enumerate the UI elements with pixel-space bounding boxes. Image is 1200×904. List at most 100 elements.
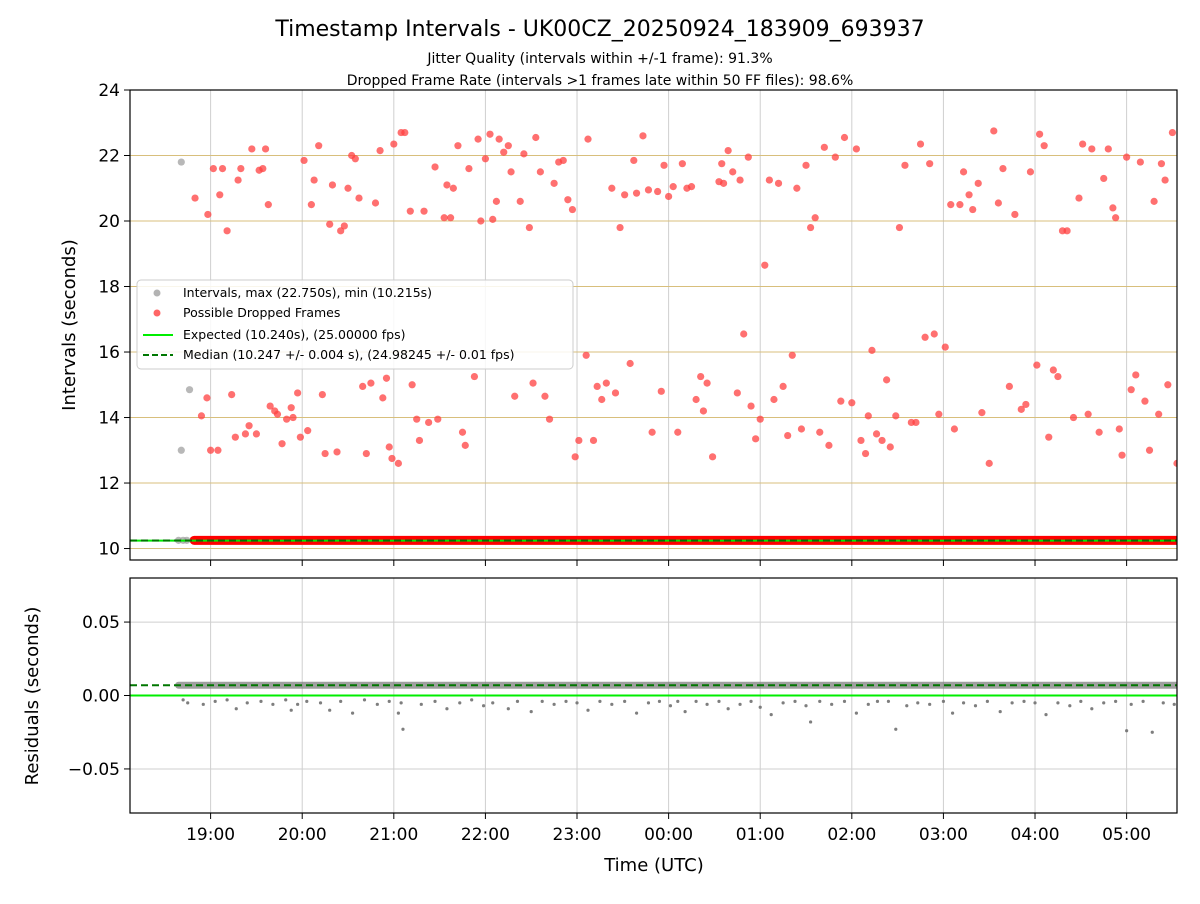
residuals-y-axis-label: Residuals (seconds) — [22, 607, 43, 786]
dropped-frame-point — [852, 145, 860, 153]
chart-title: Timestamp Intervals - UK00CZ_20250924_18… — [274, 17, 924, 42]
residual-point — [854, 711, 858, 715]
residual-point — [808, 720, 813, 724]
dropped-frame-point — [321, 449, 329, 458]
residual-point — [575, 701, 579, 705]
chart-subtitle-jitter: Jitter Quality (intervals within +/-1 fr… — [426, 51, 772, 67]
residual-point — [928, 702, 932, 706]
legend-label-median: Median (10.247 +/- 0.004 s), (24.98245 +… — [183, 347, 514, 362]
dropped-frame-point — [545, 415, 554, 423]
dropped-frame-point — [956, 201, 964, 209]
dropped-frame-point — [1075, 194, 1083, 202]
dropped-frame-point — [719, 179, 728, 187]
dropped-frame-point — [611, 389, 620, 397]
interval-point — [177, 158, 185, 166]
residual-point — [875, 699, 880, 703]
dropped-frame-point — [481, 155, 490, 163]
dropped-frame-point — [529, 379, 537, 387]
residuals-ytick-label: −0.05 — [68, 760, 120, 780]
dropped-frame-point — [736, 176, 744, 184]
residual-point — [769, 712, 773, 717]
dropped-frame-point — [507, 168, 515, 176]
dropped-frame-point — [916, 140, 925, 148]
dropped-frame-point — [593, 382, 601, 391]
dropped-frame-point — [191, 194, 199, 202]
residuals-frame — [129, 577, 1178, 814]
dropped-frame-point — [892, 412, 900, 420]
residual-point — [396, 711, 400, 715]
residual-point — [1150, 730, 1154, 734]
dropped-frame-point — [886, 443, 894, 451]
residual-point — [623, 699, 627, 703]
dropped-frame-point — [848, 399, 856, 407]
dropped-frame-point — [582, 351, 590, 359]
dropped-frame-point — [1035, 130, 1044, 138]
legend-label-expected: Expected (10.240s), (25.00000 fps) — [183, 327, 405, 342]
dropped-frame-point — [287, 404, 295, 412]
residual-point — [540, 699, 544, 703]
dropped-frame-point — [333, 448, 341, 456]
dropped-frame-point — [1069, 413, 1078, 422]
dropped-frame-point — [1141, 397, 1149, 405]
dropped-frame-point — [385, 443, 393, 451]
residual-point — [328, 708, 332, 712]
dropped-frame-point — [214, 446, 222, 454]
xtick-label: 01:00 — [736, 825, 785, 845]
dropped-frame-point — [550, 179, 558, 187]
dropped-frame-point — [857, 436, 865, 445]
residual-point — [362, 698, 367, 702]
dropped-frame-point — [895, 223, 904, 232]
dropped-frame-point — [559, 156, 567, 165]
dropped-frame-point — [351, 155, 359, 163]
dropped-frame-point — [248, 145, 256, 153]
dropped-frame-point — [1127, 386, 1135, 394]
residual-point — [668, 704, 673, 708]
dropped-frame-point — [379, 394, 387, 402]
dropped-frame-point — [1011, 210, 1019, 219]
legend-label-dropped: Possible Dropped Frames — [183, 305, 340, 320]
dropped-frame-point — [657, 387, 665, 395]
intervals-plot-area — [130, 127, 1177, 545]
intervals-frame — [129, 89, 1178, 561]
dropped-frame-point — [408, 381, 416, 389]
dropped-frame-point — [367, 379, 375, 387]
residual-point — [793, 699, 797, 703]
dropped-frame-point — [307, 201, 315, 209]
dropped-frame-point — [965, 191, 973, 199]
dropped-frame-point — [458, 428, 467, 436]
dropped-frame-point — [626, 359, 634, 368]
dropped-frame-point — [504, 142, 512, 150]
residual-point — [234, 707, 238, 711]
residual-point — [506, 707, 510, 711]
xtick-label: 20:00 — [278, 825, 327, 845]
residual-point — [1056, 701, 1060, 705]
dropped-frame-point — [825, 441, 833, 449]
dropped-frame-point — [245, 422, 253, 430]
dropped-frame-point — [774, 179, 783, 187]
residual-point — [481, 704, 486, 708]
dropped-frame-point — [1017, 405, 1025, 413]
dropped-frame-point — [598, 395, 606, 404]
dropped-frame-point — [1100, 174, 1108, 183]
dropped-frame-point — [779, 382, 787, 391]
dropped-frame-point — [273, 410, 282, 418]
dropped-frame-point — [692, 395, 700, 404]
dropped-frame-point — [1168, 128, 1177, 137]
xtick-label: 22:00 — [461, 825, 510, 845]
dropped-frame-point — [740, 330, 748, 338]
residual-point — [186, 701, 190, 705]
residual-point — [515, 699, 520, 703]
residual-point — [458, 701, 462, 705]
residual-point — [213, 699, 217, 703]
xtick-label: 21:00 — [369, 825, 418, 845]
dropped-frame-point — [218, 165, 227, 173]
residual-point — [1185, 700, 1188, 703]
residual-point — [941, 699, 946, 703]
residual-point — [1022, 699, 1026, 703]
residual-point — [564, 699, 568, 703]
dropped-frame-point — [1063, 227, 1071, 235]
dropped-frame-point — [703, 379, 711, 387]
dropped-frame-point — [1088, 145, 1096, 153]
residual-point — [726, 707, 730, 711]
